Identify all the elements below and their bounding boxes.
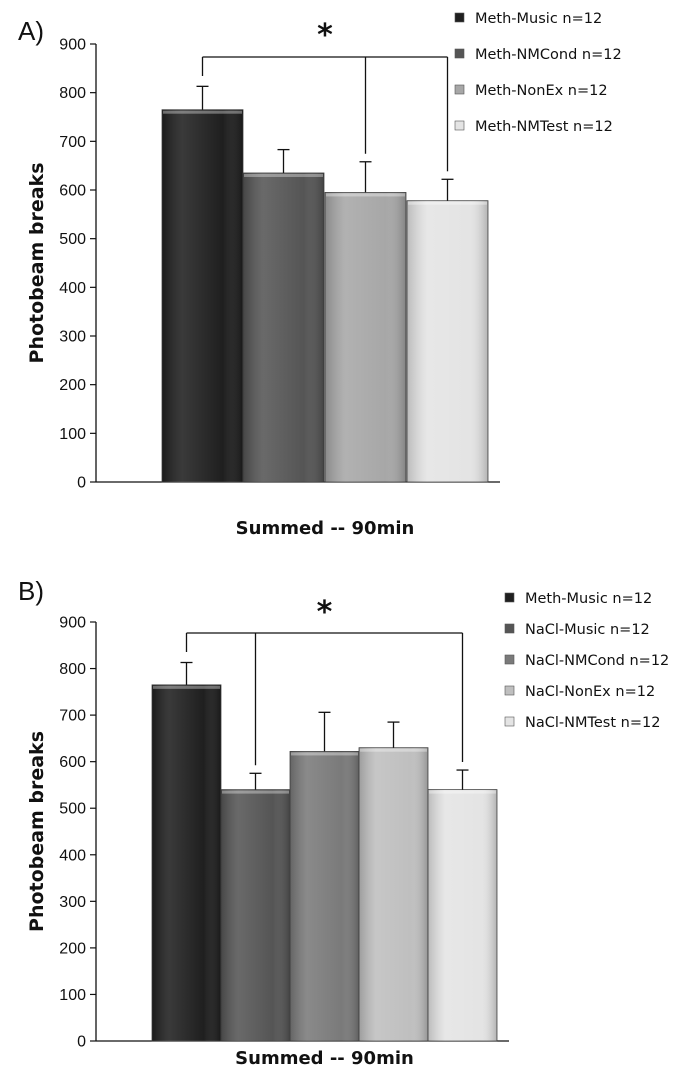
- y-axis-label: Photobeam breaks: [26, 163, 48, 364]
- panel-label: B): [18, 576, 44, 606]
- bar-highlight: [429, 790, 496, 794]
- bar-shading: [407, 200, 488, 482]
- bar-shading: [290, 751, 359, 1041]
- x-axis-label: Summed -- 90min: [236, 518, 415, 539]
- bar-shading: [152, 684, 221, 1041]
- y-tick-label: 600: [59, 183, 86, 200]
- y-tick-label: 500: [59, 231, 86, 248]
- y-tick-label: 100: [59, 987, 86, 1004]
- panel-label: A): [18, 16, 44, 46]
- legend-swatch: [454, 84, 465, 95]
- bar-highlight: [326, 193, 405, 197]
- chart-panel-b: B) 0 100 200 300 400 500 600 700 800 900 Photobeam …: [18, 576, 669, 1069]
- y-tick-label: 300: [59, 894, 86, 911]
- y-tick-label: 900: [59, 37, 86, 54]
- x-axis-label: Summed -- 90min: [235, 1048, 414, 1069]
- legend-swatch: [504, 592, 515, 603]
- legend-swatch: [454, 120, 465, 131]
- legend-label: NaCl-Music n=12: [525, 622, 650, 638]
- legend-swatch: [454, 48, 465, 59]
- y-tick-label: 800: [59, 661, 86, 678]
- legend-label: Meth-NMCond n=12: [475, 47, 622, 63]
- y-tick-label: 300: [59, 329, 86, 346]
- bar-highlight: [291, 752, 358, 756]
- legend-label: NaCl-NonEx n=12: [525, 684, 655, 700]
- y-tick-label: 700: [59, 708, 86, 725]
- y-tick-label: 200: [59, 940, 86, 957]
- bar-shading: [325, 192, 406, 482]
- legend-label: Meth-Music n=12: [525, 591, 652, 607]
- significance-star: *: [317, 595, 333, 630]
- y-tick-label: 0: [77, 1034, 86, 1051]
- y-axis-label: Photobeam breaks: [26, 731, 48, 932]
- bar-shading: [359, 747, 428, 1041]
- legend-swatch: [504, 623, 515, 634]
- legend-swatch: [454, 12, 465, 23]
- bar-shading: [428, 789, 497, 1041]
- legend-label: Meth-Music n=12: [475, 11, 602, 27]
- legend-label: Meth-NonEx n=12: [475, 83, 608, 99]
- legend-label: Meth-NMTest n=12: [475, 119, 613, 135]
- y-tick-label: 100: [59, 426, 86, 443]
- bar-highlight: [360, 748, 427, 752]
- legend-swatch: [504, 654, 515, 665]
- y-tick-label: 700: [59, 134, 86, 151]
- y-tick-label: 0: [77, 475, 86, 492]
- y-tick-label: 900: [59, 615, 86, 632]
- chart-panel-a: A) 0 100 200 300 400 500 600 700 800 900 Photobeam …: [18, 11, 622, 539]
- legend-label: NaCl-NMCond n=12: [525, 653, 669, 669]
- bar-shading: [243, 172, 324, 482]
- bar-highlight: [222, 790, 289, 794]
- y-tick-label: 400: [59, 280, 86, 297]
- y-tick-label: 800: [59, 85, 86, 102]
- bar-shading: [162, 109, 243, 482]
- bar-highlight: [408, 201, 487, 205]
- bar-highlight: [244, 173, 323, 177]
- legend-swatch: [504, 685, 515, 696]
- y-tick-label: 600: [59, 754, 86, 771]
- bar-shading: [221, 789, 290, 1041]
- y-tick-label: 400: [59, 847, 86, 864]
- y-tick-label: 500: [59, 801, 86, 818]
- bar-highlight: [153, 685, 220, 689]
- y-tick-label: 200: [59, 377, 86, 394]
- legend-swatch: [504, 716, 515, 727]
- legend-label: NaCl-NMTest n=12: [525, 715, 660, 731]
- bar-highlight: [163, 110, 242, 114]
- significance-star: *: [317, 18, 333, 53]
